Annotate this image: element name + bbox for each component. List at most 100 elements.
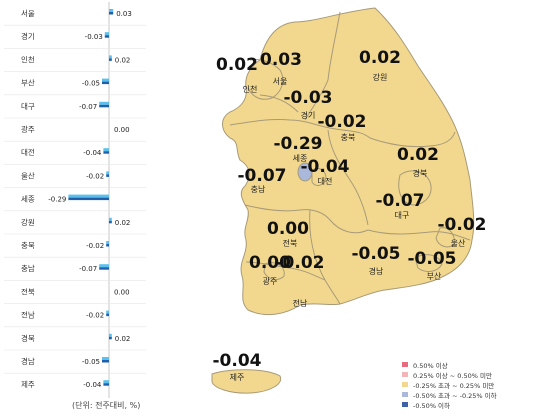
map-region-name: 인천 xyxy=(243,84,258,94)
bar-previous xyxy=(106,313,109,317)
bar-current xyxy=(103,380,109,384)
bar-chart: 서울 0.03 경기 -0.03 인천 0.02 부산 -0.05 대구 -0.07 광주 0.00 대… xyxy=(4,2,146,398)
province-border xyxy=(244,204,369,234)
map-region-name: 경기 xyxy=(301,110,316,120)
bar-previous xyxy=(103,151,109,154)
bar-category-label: 경북 xyxy=(21,333,35,343)
bar-previous xyxy=(68,197,109,201)
bar-value-label: -0.07 xyxy=(79,265,97,273)
map-region-value: -0.04 xyxy=(213,351,262,371)
bar-current xyxy=(99,264,109,268)
map-region-name: 대전 xyxy=(318,176,333,186)
bar-current xyxy=(109,217,112,221)
province-border xyxy=(398,170,432,206)
bar-value-label: -0.05 xyxy=(82,80,100,88)
bar-category-label: 충북 xyxy=(21,241,35,250)
legend-swatch xyxy=(402,382,408,387)
bar-category-label: 제주 xyxy=(21,380,35,389)
bar-value-label: -0.29 xyxy=(48,196,66,204)
bar-category-label: 울산 xyxy=(21,170,35,180)
bar-value-label: -0.04 xyxy=(83,381,102,389)
bar-value-label: -0.05 xyxy=(82,358,100,366)
province-border xyxy=(414,254,443,272)
bar-category-label: 충남 xyxy=(21,264,35,273)
map-region-value: 0.00 xyxy=(249,253,291,273)
bar-previous xyxy=(99,267,109,270)
bar-previous xyxy=(102,360,109,363)
legend-swatch xyxy=(402,392,408,397)
map-region-value: -0.02 xyxy=(438,215,487,235)
map-region-name: 대구 xyxy=(395,211,410,220)
legend-label: -0.50% 이하 xyxy=(413,401,451,410)
daejeon-region xyxy=(311,167,327,186)
bar-value-label: -0.02 xyxy=(86,172,104,180)
legend-item: -0.50% 이하 xyxy=(402,400,547,410)
bar-category-label: 광주 xyxy=(21,124,35,134)
bar-category-label: 서울 xyxy=(21,9,35,18)
map-region-value: 0.03 xyxy=(260,50,302,70)
bar-current xyxy=(102,357,109,360)
bar-current xyxy=(68,194,109,198)
legend: 0.50% 이상 0.25% 이상 ~ 0.50% 미만 -0.25% 초과 ~ 0… xyxy=(402,360,547,410)
province-border xyxy=(259,94,299,113)
province-border xyxy=(369,131,456,148)
legend-item: -0.50% 초과 ~ -0.25% 이하 xyxy=(402,390,547,400)
bar-previous xyxy=(102,81,109,85)
bar-category-label: 부산 xyxy=(21,78,35,88)
province-border xyxy=(327,129,369,226)
map-region-name: 세종 xyxy=(293,154,308,163)
bar-current xyxy=(103,148,109,152)
map-region-value: 0.02 xyxy=(216,55,258,75)
province-border xyxy=(229,119,371,139)
map-region-value: 0.00 xyxy=(267,219,309,239)
bar-category-label: 대구 xyxy=(21,102,35,111)
map-region-name: 충북 xyxy=(341,133,356,142)
legend-swatch xyxy=(402,362,408,367)
bar-previous xyxy=(109,220,112,224)
legend-label: 0.25% 이상 ~ 0.50% 미만 xyxy=(413,371,492,380)
map-region-value: -0.03 xyxy=(284,88,333,108)
map-region-value: 0.02 xyxy=(359,48,401,68)
map-region-value: -0.04 xyxy=(301,157,350,177)
map-region-name: 경남 xyxy=(369,266,384,276)
map-shapes xyxy=(211,7,475,394)
province-border xyxy=(245,261,326,281)
bar-category-label: 인천 xyxy=(21,54,35,64)
bar-previous xyxy=(109,58,112,61)
bar-current xyxy=(102,78,109,82)
province-border xyxy=(435,227,455,248)
province-border xyxy=(263,262,285,280)
bar-value-label: 0.00 xyxy=(114,126,130,134)
map-region-name: 울산 xyxy=(451,238,466,248)
map-panel: 0.02 인천 0.03 서울 0.02 강원 -0.03 경기 -0.02 충북 -0.29 세종 -… xyxy=(190,0,550,418)
bar-category-label: 세종 xyxy=(21,195,35,204)
mainland-outline xyxy=(222,7,475,316)
map-region-name: 강원 xyxy=(373,72,388,82)
bar-value-label: -0.04 xyxy=(83,149,102,157)
province-border xyxy=(304,11,341,121)
map-region-name: 충남 xyxy=(251,185,266,194)
bar-current xyxy=(109,9,114,12)
legend-label: -0.50% 초과 ~ -0.25% 이하 xyxy=(413,391,497,400)
bar-current xyxy=(99,101,109,105)
bar-current xyxy=(109,55,112,59)
map-region-value: -0.05 xyxy=(408,249,457,269)
bar-current xyxy=(104,32,109,36)
bar-value-label: 0.02 xyxy=(115,56,131,64)
bar-previous xyxy=(106,244,109,247)
bar-category-label: 경남 xyxy=(21,356,35,366)
bar-value-label: 0.02 xyxy=(115,219,131,227)
bar-value-label: 0.00 xyxy=(114,288,130,296)
bar-value-label: -0.02 xyxy=(86,312,104,320)
province-border xyxy=(367,229,471,241)
bar-value-label: 0.02 xyxy=(115,335,131,343)
legend-item: 0.25% 이상 ~ 0.50% 미만 xyxy=(402,370,547,380)
bar-category-label: 전북 xyxy=(21,286,35,296)
bar-value-label: -0.03 xyxy=(85,33,103,41)
map-region-name: 광주 xyxy=(263,276,278,286)
map-region-value: 0.02 xyxy=(397,145,439,165)
bar-category-label: 전남 xyxy=(21,310,35,320)
bar-current xyxy=(106,241,109,244)
map-region-value: -0.07 xyxy=(238,166,287,186)
